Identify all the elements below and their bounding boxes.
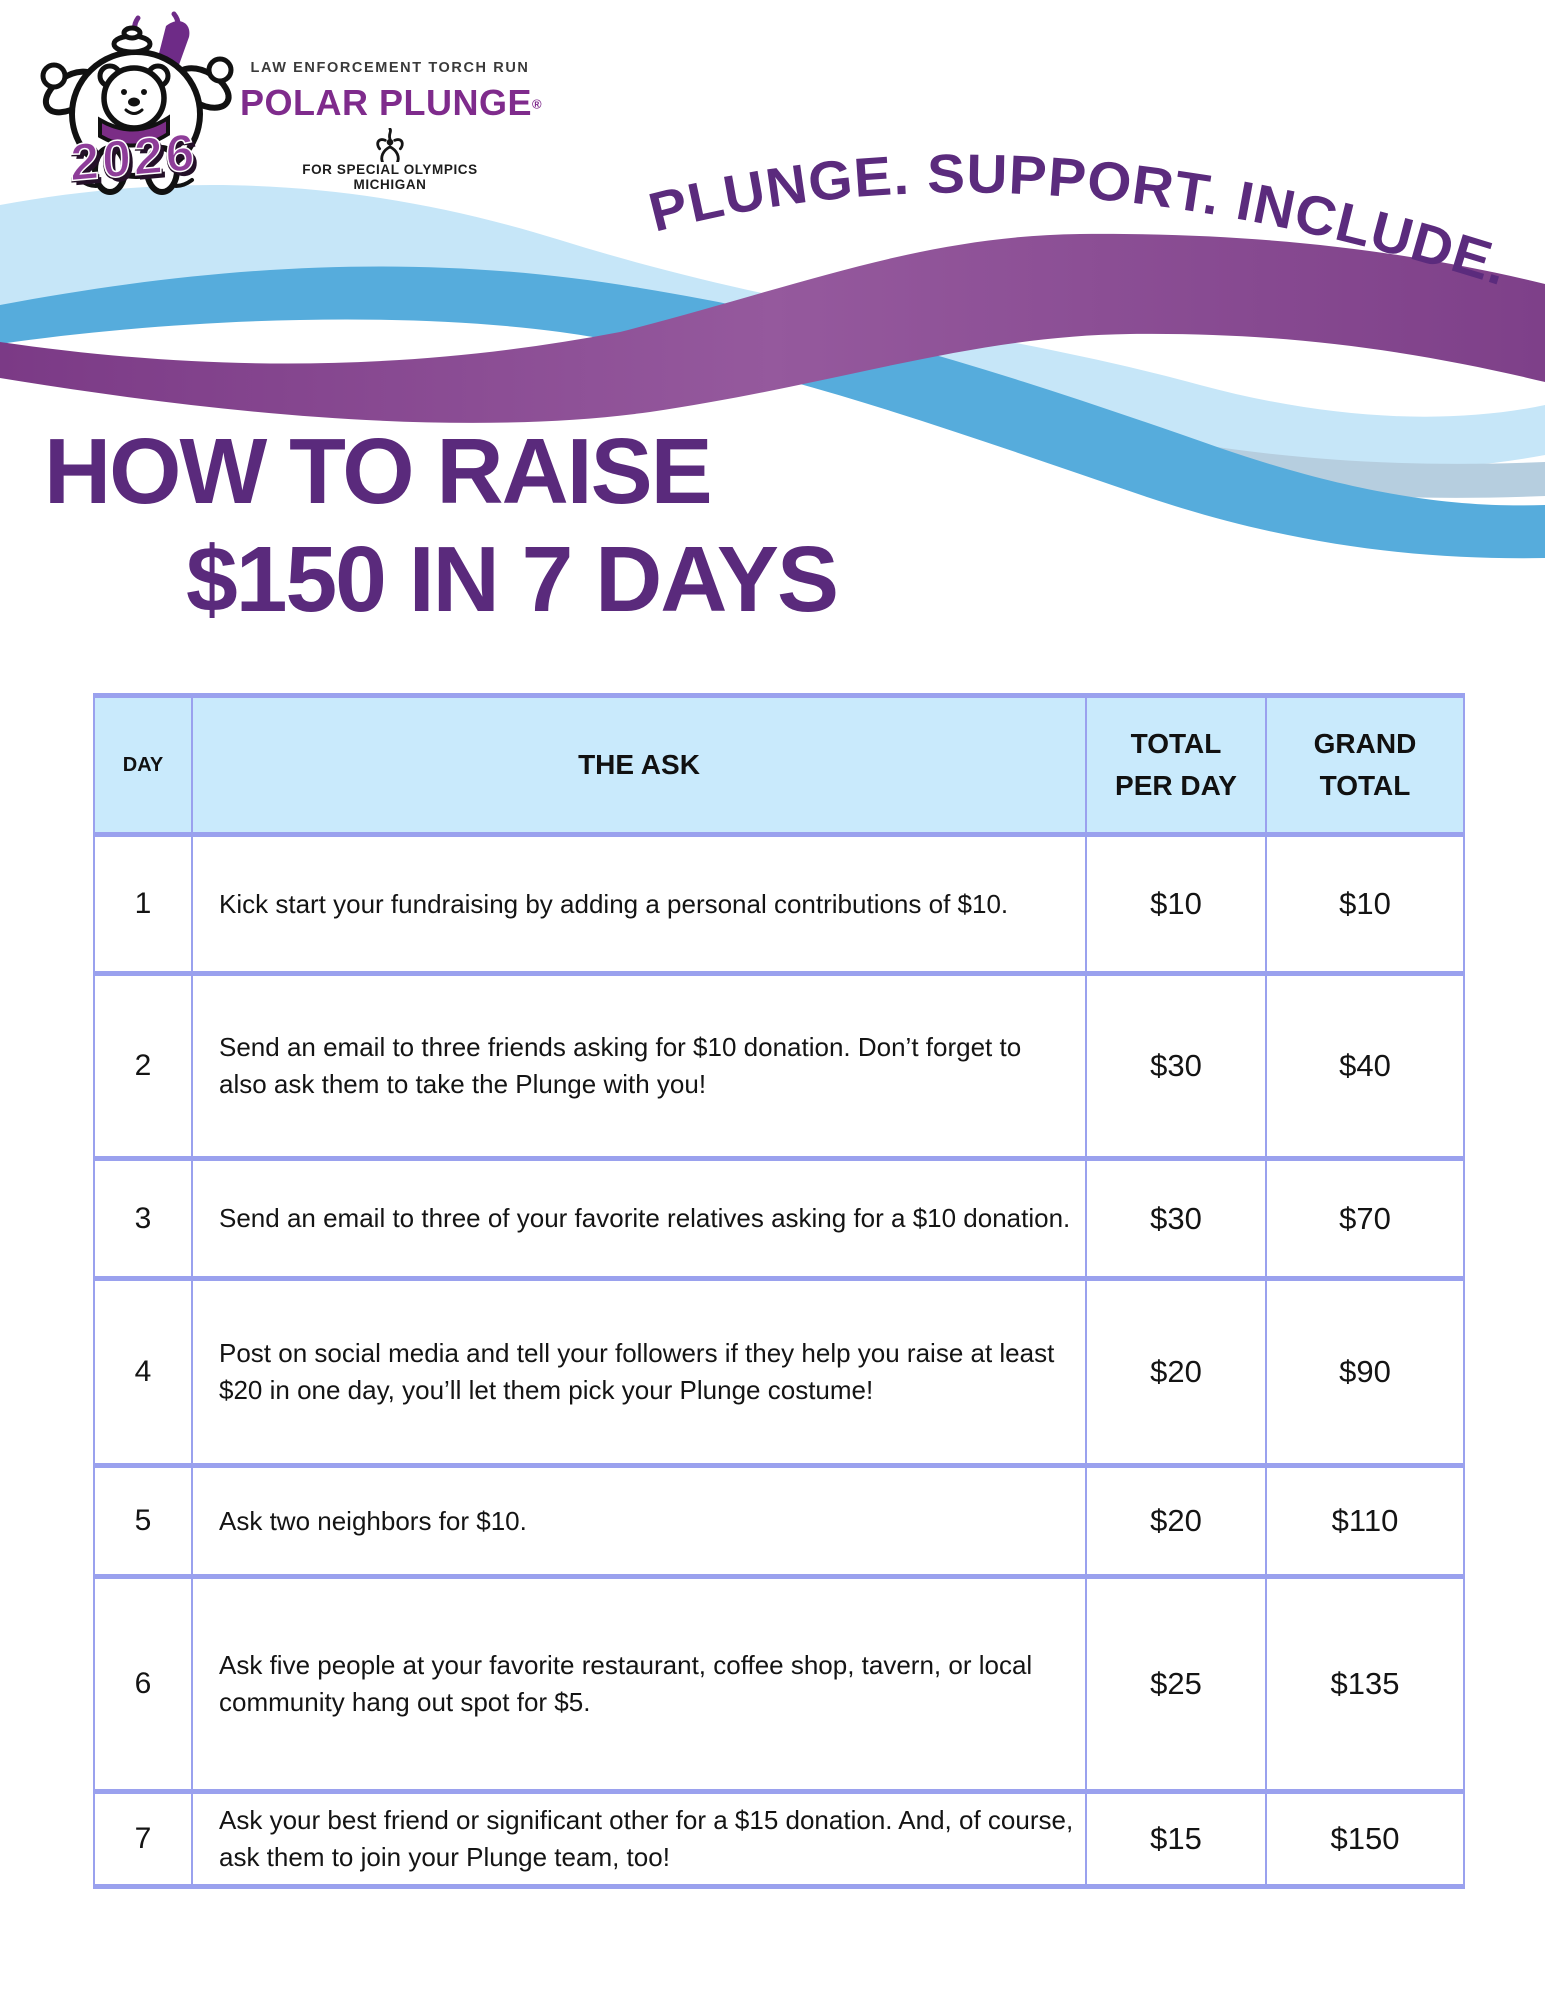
ask-text: Ask five people at your favorite restaur… bbox=[191, 1574, 1087, 1794]
day-number: 3 bbox=[93, 1156, 193, 1281]
for-special-olympics-label: FOR SPECIAL OLYMPICS bbox=[302, 162, 478, 177]
brand-row: POLAR PLUNGE® bbox=[240, 82, 542, 124]
polar-bear-mascot-logo bbox=[40, 11, 234, 195]
table-row: 1 Kick start your fundraising by adding … bbox=[93, 832, 1465, 976]
grand-total-value: $70 bbox=[1265, 1156, 1465, 1281]
grand-total-value: $10 bbox=[1265, 832, 1465, 976]
logo-text-block: LAW ENFORCEMENT TORCH RUN POLAR PLUNGE® … bbox=[240, 60, 542, 192]
bear-foot-left bbox=[92, 145, 128, 195]
day-number: 6 bbox=[93, 1574, 193, 1794]
header-total-per-day: TOTAL PER DAY bbox=[1085, 693, 1267, 837]
ask-text: Send an email to three of your favorite … bbox=[191, 1156, 1087, 1281]
total-per-day-value: $20 bbox=[1085, 1463, 1267, 1579]
grand-total-value: $110 bbox=[1265, 1463, 1465, 1579]
purple-wave bbox=[0, 233, 1545, 423]
table-row: 3 Send an email to three of your favorit… bbox=[93, 1156, 1465, 1281]
brand-wordmark: POLAR PLUNGE bbox=[240, 82, 533, 123]
fundraising-table: DAY THE ASK TOTAL PER DAY GRAND TOTAL 1 … bbox=[93, 693, 1465, 1889]
page-title-line2: $150 IN 7 DAYS bbox=[186, 527, 839, 631]
table-row: 4 Post on social media and tell your fol… bbox=[93, 1276, 1465, 1468]
header-the-ask: THE ASK bbox=[191, 693, 1087, 837]
ask-text: Ask your best friend or significant othe… bbox=[191, 1789, 1087, 1889]
grand-total-value: $135 bbox=[1265, 1574, 1465, 1794]
total-per-day-value: $30 bbox=[1085, 1156, 1267, 1281]
bear-eye-left bbox=[121, 89, 127, 95]
day-number: 5 bbox=[93, 1463, 193, 1579]
ask-text: Post on social media and tell your follo… bbox=[191, 1276, 1087, 1468]
ask-text: Ask two neighbors for $10. bbox=[191, 1463, 1087, 1579]
grey-blue-wave bbox=[1020, 408, 1545, 498]
bear-eye-right bbox=[141, 89, 147, 95]
total-per-day-value: $10 bbox=[1085, 832, 1267, 976]
grand-total-value: $150 bbox=[1265, 1789, 1465, 1889]
total-per-day-value: $15 bbox=[1085, 1789, 1267, 1889]
page-title-line1: HOW TO RAISE bbox=[44, 419, 713, 523]
bear-paw-left bbox=[40, 62, 68, 90]
day-number: 4 bbox=[93, 1276, 193, 1468]
ask-text: Kick start your fundraising by adding a … bbox=[191, 832, 1087, 976]
blue-wave bbox=[0, 266, 1545, 559]
total-per-day-value: $30 bbox=[1085, 971, 1267, 1161]
bear-scarf bbox=[98, 114, 170, 148]
michigan-label: MICHIGAN bbox=[353, 177, 427, 192]
table-row: 6 Ask five people at your favorite resta… bbox=[93, 1574, 1465, 1794]
day-number: 7 bbox=[93, 1789, 193, 1889]
header-grand-total: GRAND TOTAL bbox=[1265, 693, 1465, 837]
total-per-day-value: $20 bbox=[1085, 1276, 1267, 1468]
bear-nose bbox=[128, 97, 140, 107]
day-number: 1 bbox=[93, 832, 193, 976]
bear-paw-right bbox=[206, 56, 234, 84]
bear-foot-right bbox=[144, 145, 180, 195]
waves-graphic: PLUNGE. SUPPORT. INCLUDE. bbox=[0, 142, 1545, 559]
header-day: DAY bbox=[93, 693, 193, 837]
registered-mark: ® bbox=[532, 96, 542, 112]
special-olympics-icon bbox=[376, 128, 404, 162]
bear-smile bbox=[124, 108, 144, 115]
grand-total-value: $40 bbox=[1265, 971, 1465, 1161]
table-header-row: DAY THE ASK TOTAL PER DAY GRAND TOTAL bbox=[93, 693, 1465, 837]
day-number: 2 bbox=[93, 971, 193, 1161]
ask-text: Send an email to three friends asking fo… bbox=[191, 971, 1087, 1161]
total-per-day-value: $25 bbox=[1085, 1574, 1267, 1794]
table-row: 2 Send an email to three friends asking … bbox=[93, 971, 1465, 1161]
motion-lines bbox=[78, 178, 194, 188]
pot-lid-handle bbox=[121, 25, 143, 41]
table-row: 5 Ask two neighbors for $10. $20 $110 bbox=[93, 1463, 1465, 1579]
year-badge: 2026 bbox=[69, 123, 199, 194]
table-row: 7 Ask your best friend or significant ot… bbox=[93, 1789, 1465, 1889]
torch-run-label: LAW ENFORCEMENT TORCH RUN bbox=[250, 60, 530, 76]
grand-total-value: $90 bbox=[1265, 1276, 1465, 1468]
